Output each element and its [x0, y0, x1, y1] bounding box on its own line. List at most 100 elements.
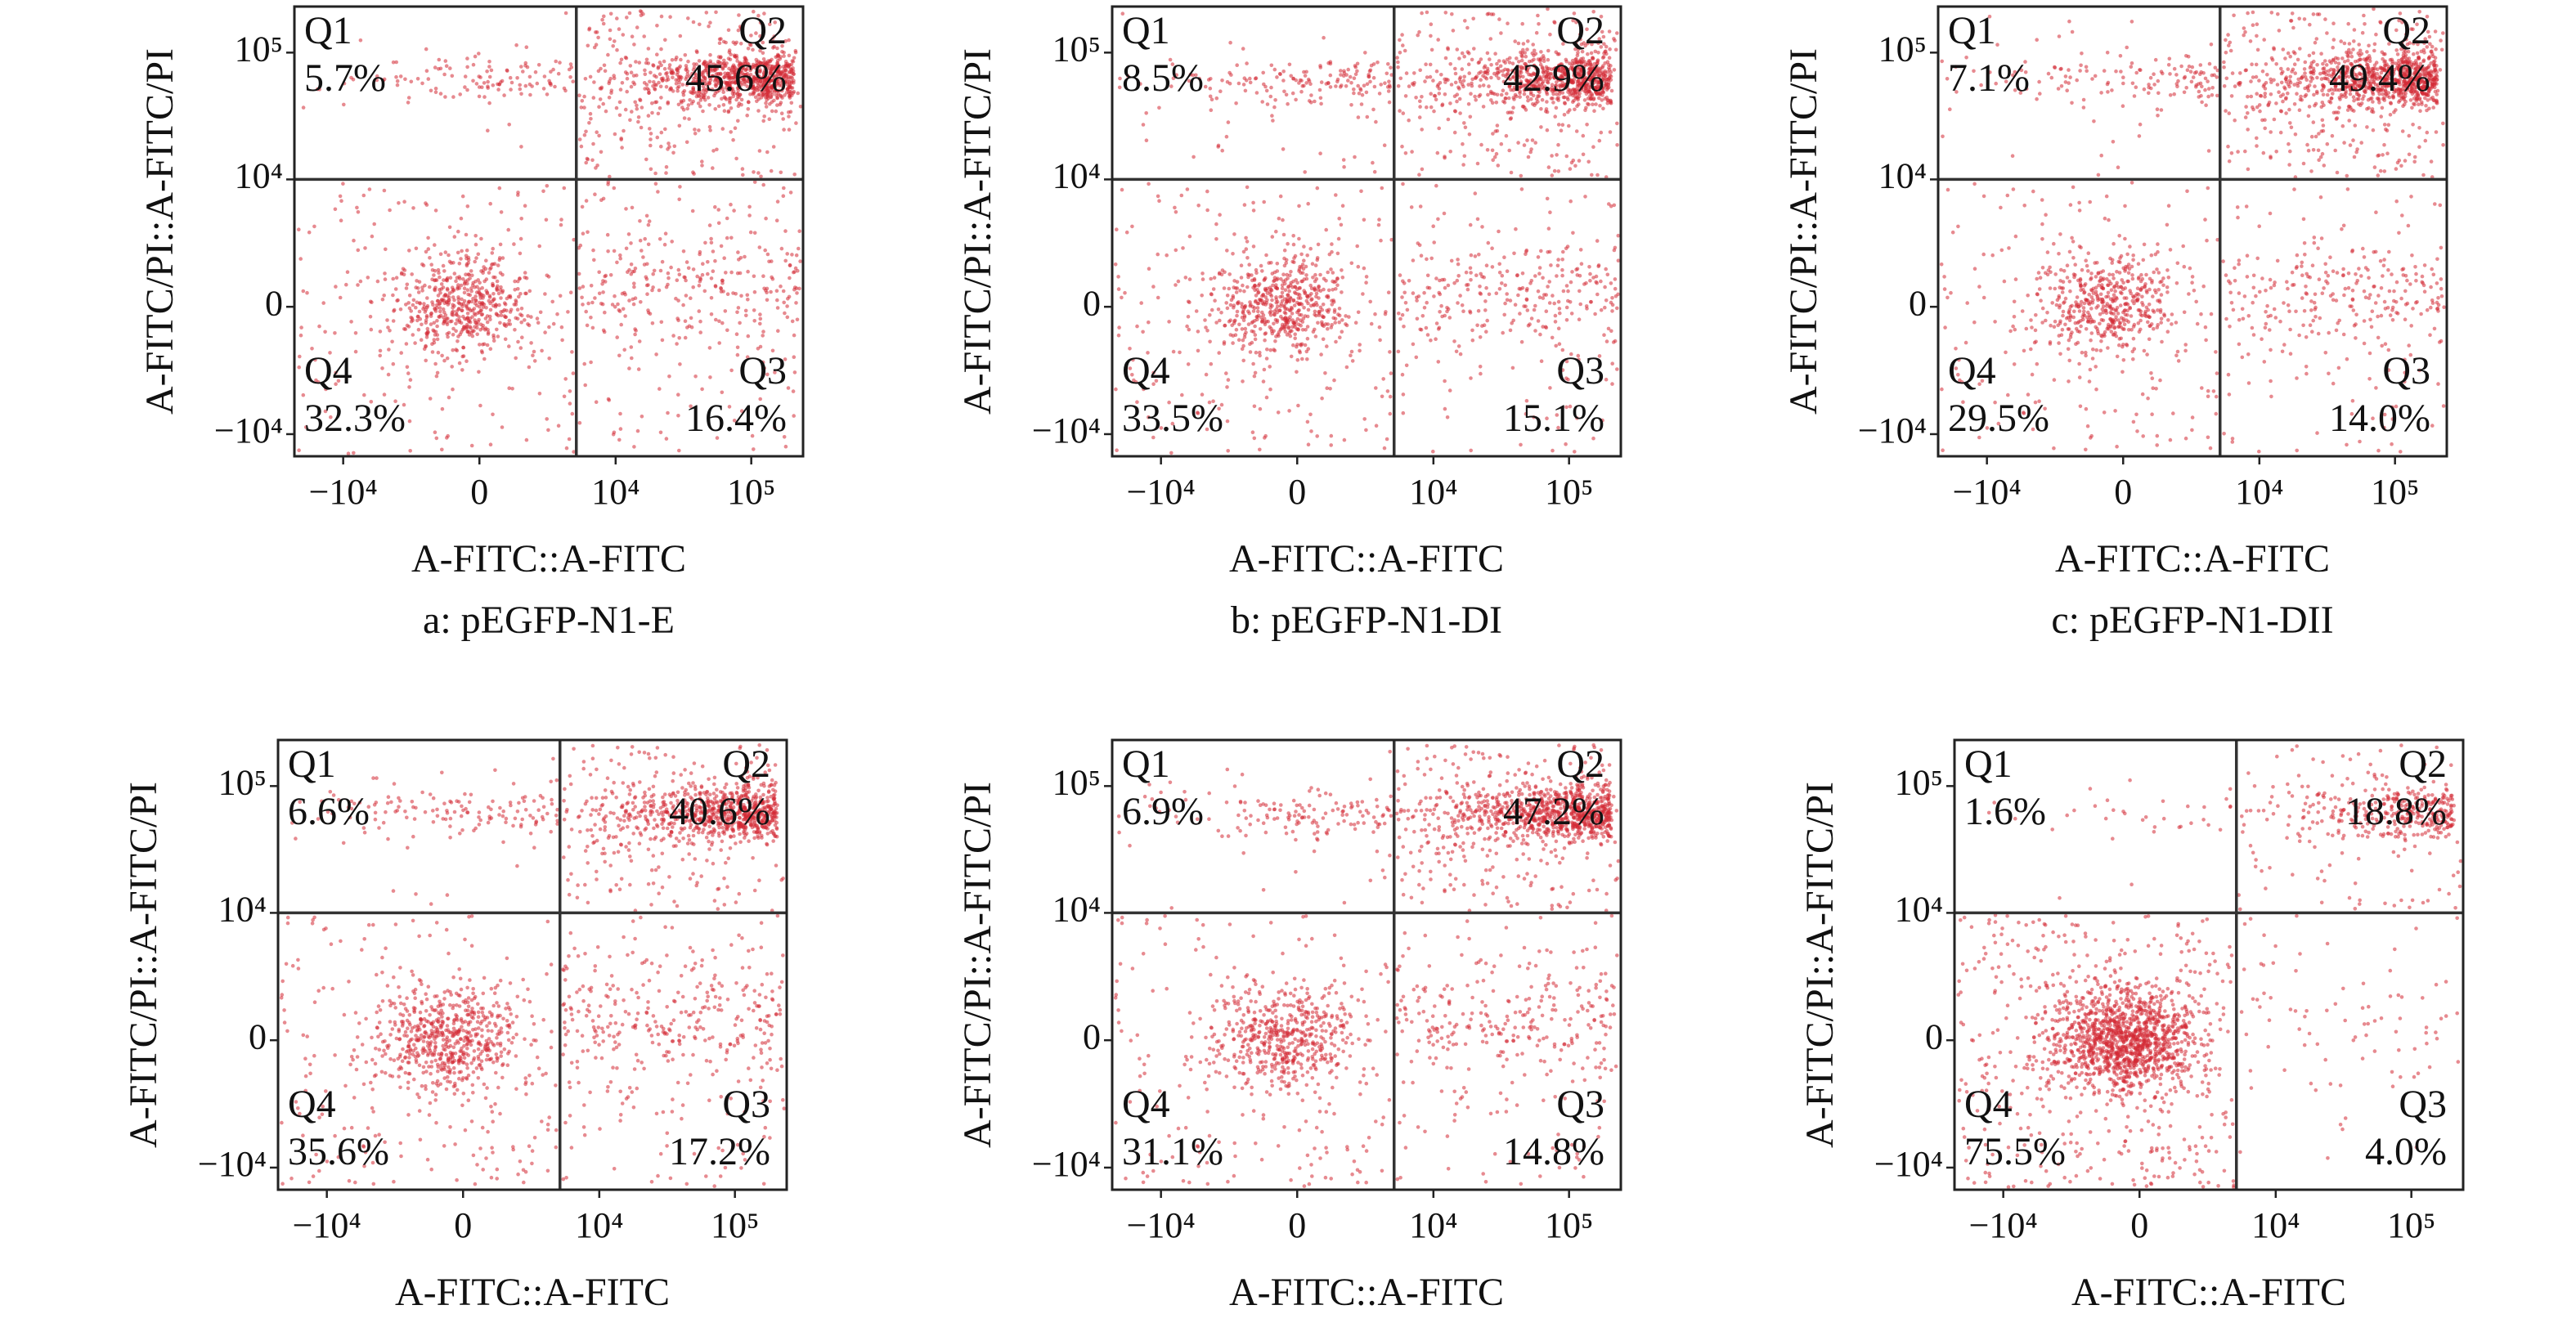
event-dot: [676, 84, 681, 89]
event-dot: [527, 289, 532, 294]
event-dot: [684, 140, 689, 145]
event-dot: [787, 53, 792, 58]
event-dot: [1579, 262, 1584, 267]
event-dot: [1253, 333, 1258, 337]
event-dot: [792, 414, 796, 418]
event-dot: [1359, 189, 1363, 194]
event-dot: [2206, 87, 2211, 91]
event-dot: [638, 238, 643, 243]
event-dot: [579, 144, 584, 149]
event-dot: [664, 164, 669, 169]
event-dot: [1253, 324, 1257, 329]
event-dot: [1591, 102, 1595, 106]
event-dot: [646, 114, 651, 118]
y-tick-label: 10⁵: [235, 29, 283, 69]
event-dot: [1300, 328, 1305, 332]
event-dot: [480, 326, 485, 330]
event-dot: [471, 62, 476, 67]
event-dot: [1290, 312, 1295, 316]
event-dot: [1604, 339, 1609, 343]
event-dot: [1446, 46, 1450, 50]
event-dot: [356, 210, 361, 214]
event-dot: [1509, 170, 1514, 175]
event-dot: [1610, 296, 1614, 300]
event-dot: [617, 100, 622, 105]
event-dot: [1604, 87, 1609, 92]
event-dot: [454, 321, 458, 326]
event-dot: [1402, 290, 1407, 295]
event-dot: [1404, 71, 1409, 75]
event-dot: [333, 207, 338, 212]
event-dot: [460, 297, 464, 302]
event-dot: [643, 72, 648, 77]
event-dot: [790, 319, 795, 324]
event-dot: [1503, 283, 1507, 288]
event-dot: [2037, 79, 2041, 84]
event-dot: [1551, 101, 1555, 105]
event-dot: [1302, 244, 1306, 249]
event-dot: [2351, 47, 2355, 52]
event-dot: [2105, 82, 2110, 87]
event-dot: [1205, 208, 1209, 213]
event-dot: [467, 299, 471, 304]
event-dot: [1280, 290, 1285, 295]
event-dot: [2102, 69, 2107, 73]
event-dot: [1252, 374, 1257, 379]
event-dot: [299, 325, 303, 330]
event-dot: [1274, 229, 1278, 234]
event-dot: [592, 258, 596, 262]
event-dot: [547, 325, 551, 330]
event-dot: [568, 401, 572, 406]
event-dot: [1465, 283, 1469, 287]
event-dot: [600, 282, 604, 286]
event-dot: [647, 219, 652, 223]
event-dot: [1412, 81, 1416, 85]
event-dot: [736, 119, 740, 123]
event-dot: [1529, 279, 1534, 283]
event-dot: [1286, 101, 1290, 106]
event-dot: [1418, 99, 1422, 104]
event-dot: [516, 191, 520, 195]
event-dot: [424, 314, 429, 318]
event-dot: [2138, 68, 2142, 72]
event-dot: [1360, 92, 1365, 97]
event-dot: [1568, 167, 1573, 171]
event-dot: [1479, 70, 1483, 74]
event-dot: [1553, 114, 1557, 119]
event-dot: [595, 130, 599, 134]
event-dot: [622, 128, 626, 133]
event-dot: [785, 304, 789, 308]
event-dot: [1609, 300, 1613, 305]
event-dot: [1304, 81, 1308, 85]
event-dot: [1469, 278, 1473, 282]
event-dot: [298, 257, 303, 261]
event-dot: [1505, 269, 1510, 274]
event-dot: [527, 323, 532, 328]
event-dot: [1264, 395, 1269, 400]
event-dot: [1490, 246, 1494, 251]
event-dot: [482, 81, 487, 85]
event-dot: [1473, 254, 1478, 258]
panel-caption: b: pEGFP-N1-DI: [1231, 599, 1502, 642]
event-dot: [1495, 61, 1499, 66]
x-tick-label: 0: [1288, 472, 1306, 512]
event-dot: [1287, 62, 1292, 67]
event-dot: [1536, 100, 1540, 104]
event-dot: [1539, 249, 1543, 253]
event-dot: [468, 316, 473, 321]
event-dot: [1313, 99, 1317, 104]
event-dot: [433, 209, 438, 213]
event-dot: [1314, 291, 1319, 296]
event-dot: [1411, 342, 1416, 347]
event-dot: [632, 43, 636, 47]
event-dot: [746, 100, 751, 104]
event-dot: [543, 330, 547, 334]
event-dot: [438, 252, 443, 257]
event-dot: [1272, 309, 1277, 314]
event-dot: [725, 292, 730, 297]
event-dot: [1396, 60, 1400, 65]
event-dot: [785, 315, 790, 320]
event-dot: [368, 315, 373, 319]
event-dot: [460, 354, 464, 359]
event-dot: [1560, 267, 1564, 272]
